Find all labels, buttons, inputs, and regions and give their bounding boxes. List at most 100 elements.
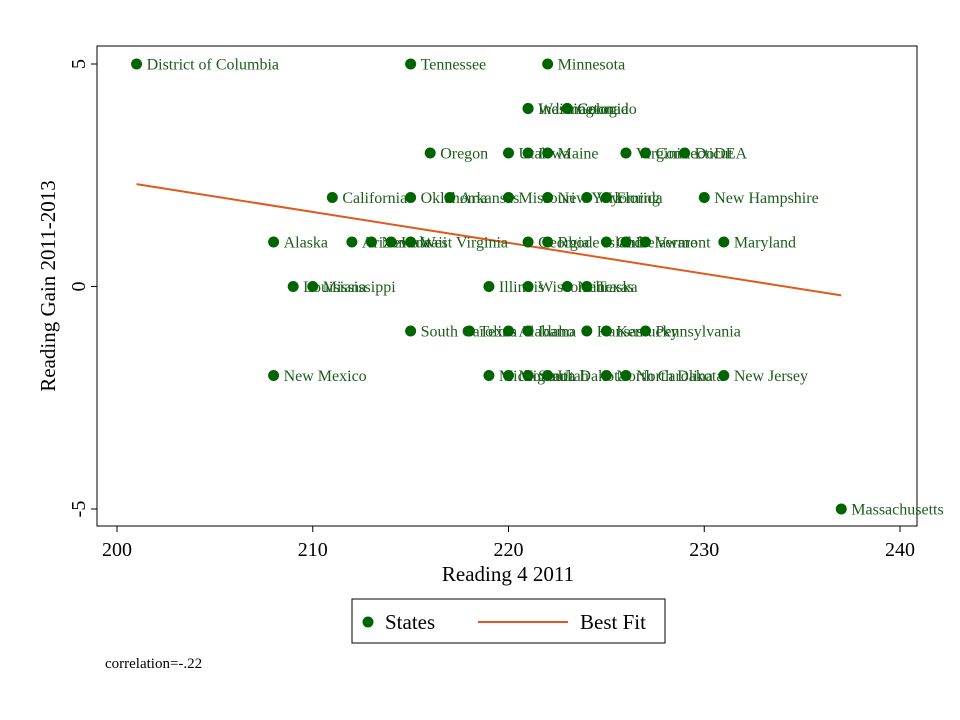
data-point: Louisiana [287, 279, 366, 296]
point-marker [542, 147, 554, 159]
point-label: Connecticut [656, 146, 734, 163]
data-point: Pennsylvania [640, 324, 741, 341]
data-point: Illinois [483, 279, 544, 296]
point-marker [640, 325, 652, 337]
legend-states-label: States [385, 610, 435, 634]
y-tick-label: -5 [68, 501, 90, 518]
point-marker [640, 236, 652, 248]
data-point: DoDEA [679, 146, 748, 163]
point-marker [522, 370, 534, 381]
point-label: Illinois [499, 279, 544, 296]
point-marker [600, 192, 612, 203]
point-label: Delaware [636, 235, 697, 252]
point-label: Colorado [577, 101, 637, 118]
data-point: New Mexico [268, 368, 367, 385]
data-point: Rhode Island [542, 235, 643, 252]
point-marker [503, 370, 514, 381]
data-point: Minnesota [542, 57, 625, 74]
point-label: Washington [538, 101, 614, 118]
point-marker [522, 281, 534, 292]
point-marker [581, 281, 593, 292]
data-point: Georgia [561, 101, 628, 118]
point-marker [600, 370, 612, 381]
data-point: Massachusetts [835, 502, 944, 519]
y-axis-title: Reading Gain 2011-2013 [36, 180, 60, 392]
x-tick-label: 220 [494, 539, 524, 561]
point-label: District of Columbia [147, 57, 279, 74]
correlation-note: correlation=-.22 [105, 656, 202, 672]
point-marker [444, 192, 456, 203]
data-point: Maryland [718, 235, 796, 252]
axes: 200 210 220 230 240 -5 0 5 [68, 59, 915, 561]
point-label: Nebraska [577, 279, 637, 296]
point-marker [522, 236, 534, 248]
y-tick-label: 0 [68, 282, 90, 292]
point-marker [620, 236, 632, 248]
point-label: Georgia [577, 101, 628, 118]
point-marker [542, 370, 554, 381]
point-marker [385, 236, 397, 248]
data-point: Delaware [620, 235, 697, 252]
point-label: Idaho [538, 324, 574, 341]
point-marker [483, 281, 495, 292]
x-tick-label: 210 [298, 539, 328, 561]
point-marker [503, 147, 514, 159]
x-axis-title: Reading 4 2011 [442, 562, 574, 586]
point-marker [405, 325, 417, 337]
point-label: New Mexico [284, 368, 367, 385]
point-label: Alabama [519, 324, 577, 341]
point-marker [718, 236, 730, 248]
point-marker [600, 325, 612, 337]
point-label: West Virginia [421, 235, 508, 252]
point-marker [835, 503, 847, 515]
data-point: Utah [542, 368, 589, 385]
point-label: California [342, 190, 407, 207]
point-marker [405, 192, 417, 203]
data-point: North Carolina [600, 368, 713, 385]
data-point: Alabama [503, 324, 576, 341]
y-tick-label: 5 [68, 59, 90, 69]
point-marker [346, 236, 358, 248]
data-point: Washington [522, 101, 614, 118]
point-label: Vermont [656, 235, 712, 252]
point-label: Louisiana [303, 279, 366, 296]
legend: States Best Fit [351, 598, 666, 644]
data-point: Wyoming [581, 190, 660, 207]
data-point: District of Columbia [131, 57, 279, 74]
points-layer: District of ColumbiaTennesseeMinnesotaIn… [131, 57, 944, 519]
point-label: Wyoming [597, 190, 660, 207]
point-marker [424, 147, 436, 159]
data-point: Florida [600, 190, 663, 207]
point-label: North Dakota [636, 368, 724, 385]
x-tick-label: 230 [689, 539, 719, 561]
data-point: Oregon [424, 146, 488, 163]
point-marker [698, 192, 710, 203]
data-point: New Jersey [718, 368, 808, 385]
point-marker [522, 147, 534, 159]
point-marker [561, 103, 573, 114]
point-marker [268, 370, 280, 381]
point-label: Mississippi [323, 279, 396, 296]
point-marker [542, 236, 554, 248]
point-marker [463, 325, 475, 337]
point-marker [600, 236, 612, 248]
point-label: DoDEA [695, 146, 748, 163]
point-label: North Carolina [616, 368, 712, 385]
data-point: Maine [542, 146, 599, 163]
point-marker [405, 58, 417, 70]
point-label: New Jersey [734, 368, 808, 385]
data-point: California [326, 190, 407, 207]
data-point: Alaska [268, 235, 328, 252]
fit-line-layer [136, 183, 842, 297]
data-point: North Dakota [620, 368, 723, 385]
point-label: Minnesota [558, 57, 626, 74]
point-marker [522, 325, 534, 337]
best-fit-line [136, 183, 842, 297]
point-label: Maine [558, 146, 599, 163]
point-marker [620, 370, 632, 381]
point-marker [307, 281, 319, 292]
data-point: West Virginia [405, 235, 508, 252]
point-label: Maryland [734, 235, 796, 252]
point-marker [326, 192, 338, 203]
